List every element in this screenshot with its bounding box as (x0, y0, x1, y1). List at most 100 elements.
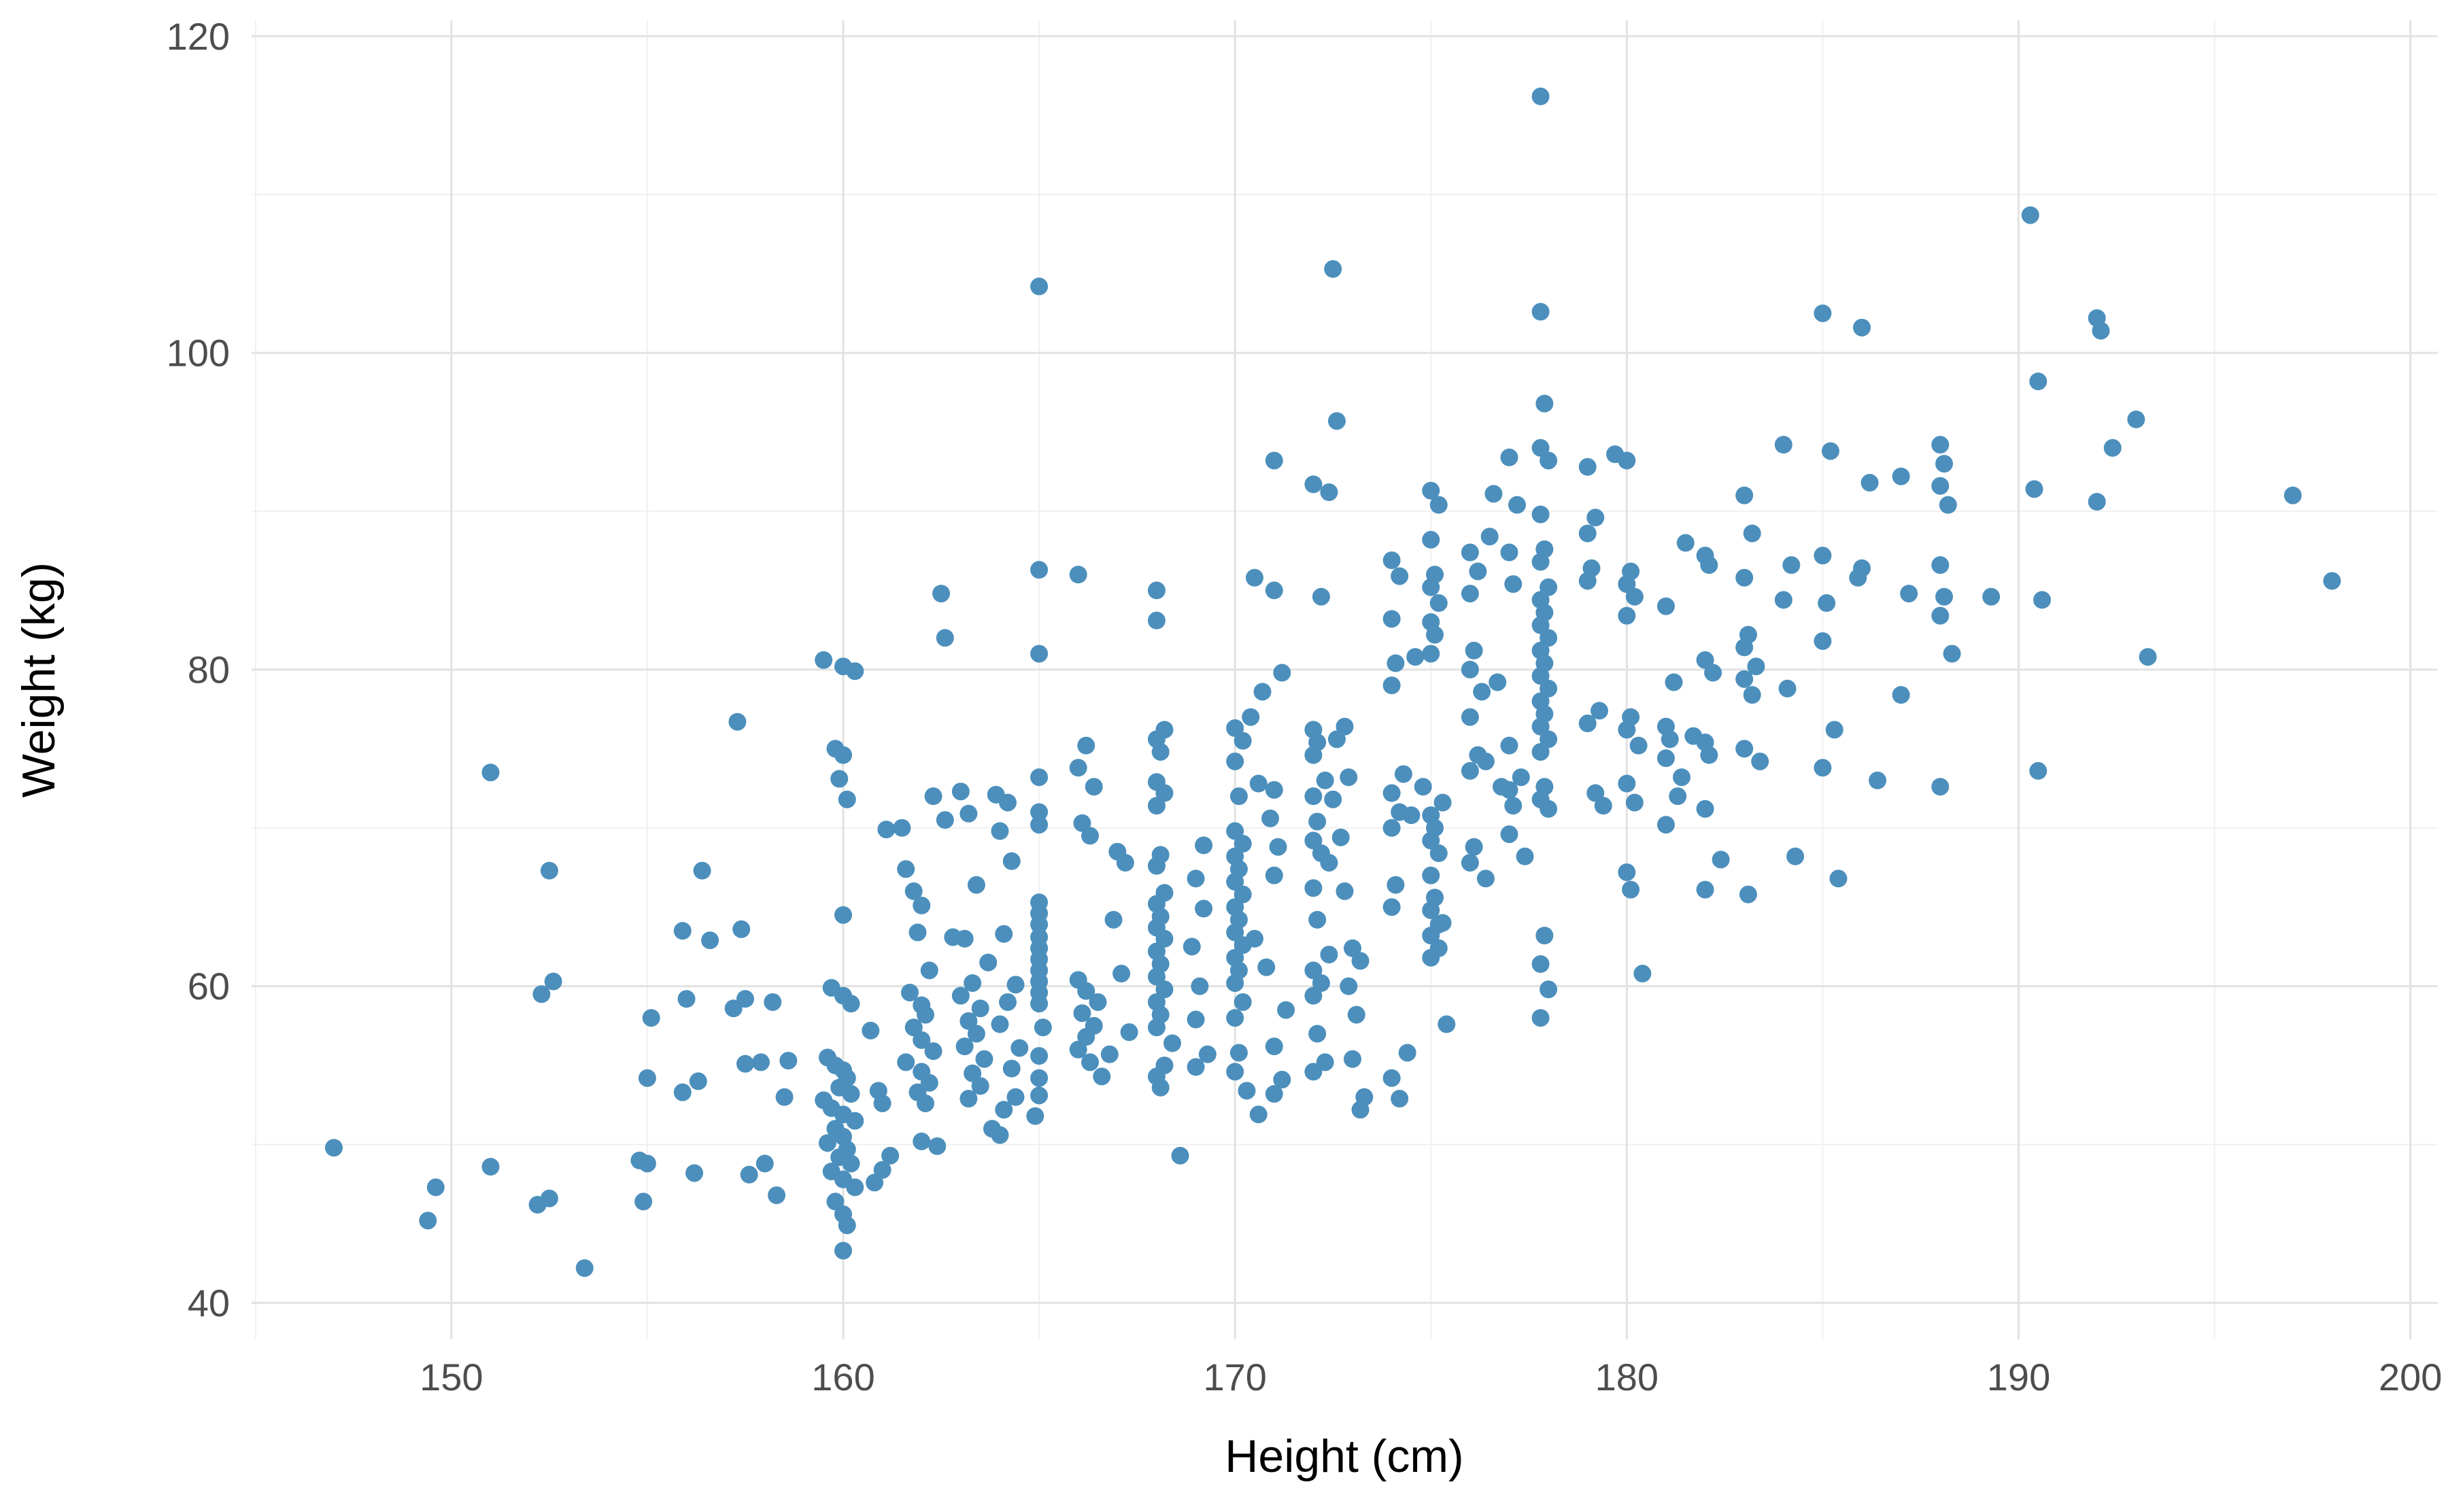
data-point (1656, 749, 1675, 768)
data-point (1540, 679, 1558, 698)
data-point (971, 999, 989, 1018)
x-tick-label: 150 (420, 1356, 483, 1398)
data-point (1406, 648, 1425, 666)
data-point (897, 1053, 915, 1071)
data-point (752, 1053, 770, 1071)
data-point (2103, 439, 2122, 457)
data-point (1700, 746, 1718, 764)
data-point (1226, 822, 1244, 840)
data-point (1461, 853, 1479, 872)
x-tick-label: 190 (1987, 1356, 2050, 1398)
data-point (818, 1134, 836, 1152)
axis-layer: 150 160 170 180 190 200 40 60 80 100 120 (167, 15, 2443, 1398)
data-point (1387, 654, 1405, 672)
data-point (1931, 556, 1950, 574)
data-point (1327, 730, 1346, 749)
data-point (1336, 882, 1354, 900)
data-point (924, 787, 942, 806)
data-point (1147, 581, 1166, 600)
data-point (908, 923, 927, 942)
data-point (673, 922, 692, 940)
data-point (1030, 1069, 1049, 1087)
data-point (1331, 828, 1350, 846)
data-point (1277, 1001, 1295, 1019)
data-point (1069, 1040, 1087, 1059)
data-point (1324, 260, 1342, 278)
data-point (1226, 923, 1244, 942)
data-point (1743, 686, 1761, 704)
data-point (1461, 708, 1479, 726)
data-point (1030, 816, 1049, 834)
data-point (685, 1164, 704, 1182)
data-point (936, 629, 954, 647)
data-point (1340, 977, 1358, 995)
data-point (540, 1189, 558, 1207)
data-point (1484, 485, 1503, 503)
data-point (1198, 1045, 1217, 1063)
data-point (1391, 1090, 1409, 1108)
data-point (1234, 885, 1252, 904)
data-point (1002, 852, 1021, 870)
data-point (913, 1031, 931, 1049)
data-point (1476, 752, 1495, 770)
y-tick-label: 100 (167, 332, 230, 375)
data-point (1308, 1025, 1327, 1043)
data-point (1273, 1071, 1291, 1089)
data-point (1382, 1069, 1401, 1087)
data-point (1265, 581, 1283, 600)
data-point (1656, 597, 1675, 615)
data-point (1422, 866, 1440, 884)
data-point (1155, 929, 1174, 948)
data-point (693, 861, 711, 880)
data-point (1531, 505, 1550, 523)
data-point (1030, 645, 1049, 663)
data-point (846, 1178, 864, 1197)
data-point (1351, 1101, 1370, 1119)
data-point (1316, 1053, 1334, 1071)
data-point (689, 1072, 707, 1090)
data-point (1931, 436, 1950, 454)
data-point (1531, 553, 1550, 571)
data-point (964, 1064, 982, 1082)
data-point (913, 1132, 931, 1150)
data-point (846, 1112, 864, 1130)
data-point (1473, 683, 1491, 701)
data-point (1869, 771, 1887, 789)
data-point (834, 746, 853, 764)
data-point (1265, 866, 1283, 884)
data-point (764, 993, 782, 1011)
data-point (834, 1241, 853, 1260)
data-point (1540, 451, 1558, 470)
data-point (1429, 915, 1448, 933)
data-point (1818, 594, 1836, 613)
data-point (920, 961, 938, 980)
data-point (1382, 819, 1401, 837)
data-point (936, 811, 954, 829)
data-point (1853, 559, 1871, 577)
data-point (1594, 797, 1612, 815)
data-point (955, 929, 974, 948)
data-point (1234, 732, 1252, 750)
data-point (1414, 778, 1432, 796)
data-point (1516, 847, 1534, 865)
data-point (532, 985, 551, 1003)
data-point (1618, 721, 1636, 739)
data-point (1340, 768, 1358, 787)
data-point (1116, 853, 1134, 872)
data-point (881, 1146, 900, 1165)
data-point (638, 1154, 656, 1173)
data-point (1308, 910, 1327, 929)
data-point (1696, 651, 1714, 669)
data-point (728, 712, 747, 731)
data-point (1226, 872, 1244, 891)
x-tick-label: 200 (2379, 1356, 2442, 1398)
data-point (1265, 1037, 1283, 1056)
data-point (1226, 719, 1244, 738)
data-point (1081, 827, 1099, 845)
data-point (1422, 645, 1440, 663)
data-point (1586, 784, 1605, 802)
data-point (1704, 664, 1722, 682)
data-point (998, 793, 1017, 812)
data-point (904, 1018, 923, 1037)
